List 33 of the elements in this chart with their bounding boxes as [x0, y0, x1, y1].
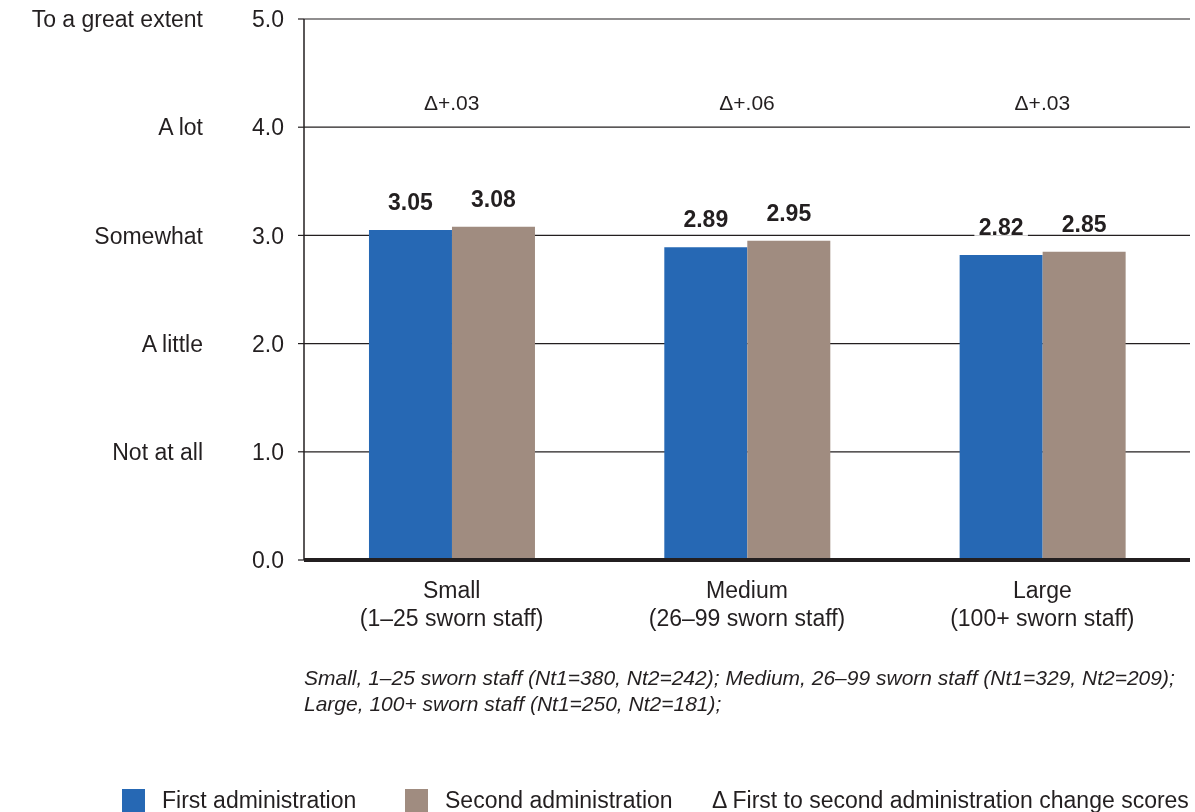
- annotation: Δ+.03: [423, 91, 480, 115]
- category-label: A lot: [158, 114, 203, 141]
- y-tick-label: 3.0: [252, 222, 284, 249]
- bar: [368, 229, 452, 560]
- category-label: Not at all: [112, 438, 203, 465]
- bar: [451, 226, 535, 560]
- x-tick-label: Small (1–25 sworn staff): [359, 577, 544, 631]
- y-tick-label: 4.0: [252, 114, 284, 141]
- annotation: Δ+.06: [719, 91, 775, 115]
- y-tick-label: 1.0: [252, 438, 284, 465]
- y-tick-label: 0.0: [252, 547, 284, 574]
- category-label: A little: [141, 330, 203, 357]
- y-tick-label: 5.0: [252, 6, 284, 33]
- legend-label: First administration: [162, 787, 357, 812]
- data-label: 2.95: [766, 199, 812, 226]
- x-tick-label: Medium (26–99 sworn staff): [648, 577, 846, 631]
- data-label: 2.89: [683, 206, 729, 233]
- category-label: Somewhat: [94, 222, 203, 249]
- legend-label: Second administration: [445, 787, 673, 812]
- y-tick-label: 2.0: [252, 330, 284, 357]
- data-label: 2.85: [1061, 210, 1107, 237]
- data-label: 3.05: [388, 188, 434, 215]
- text: Δ First to second administration change scores: [712, 787, 1189, 812]
- bar: [959, 254, 1043, 560]
- category-label: To a great extent: [31, 6, 203, 33]
- text: Small, 1–25 sworn staff (Nt1=380, Nt2=242); Medium, 26–99 sworn staff (Nt1=329, Nt2=209); Large, 100+ sworn staff (Nt1=250, Nt2=181);: [304, 665, 1176, 717]
- bar: [664, 247, 748, 560]
- bar: [747, 240, 831, 560]
- data-label: 2.82: [978, 213, 1024, 240]
- bar: [1042, 251, 1126, 560]
- annotation: Δ+.03: [1014, 91, 1071, 115]
- data-label: 3.08: [471, 185, 517, 212]
- x-tick-label: Large (100+ sworn staff): [950, 577, 1135, 631]
